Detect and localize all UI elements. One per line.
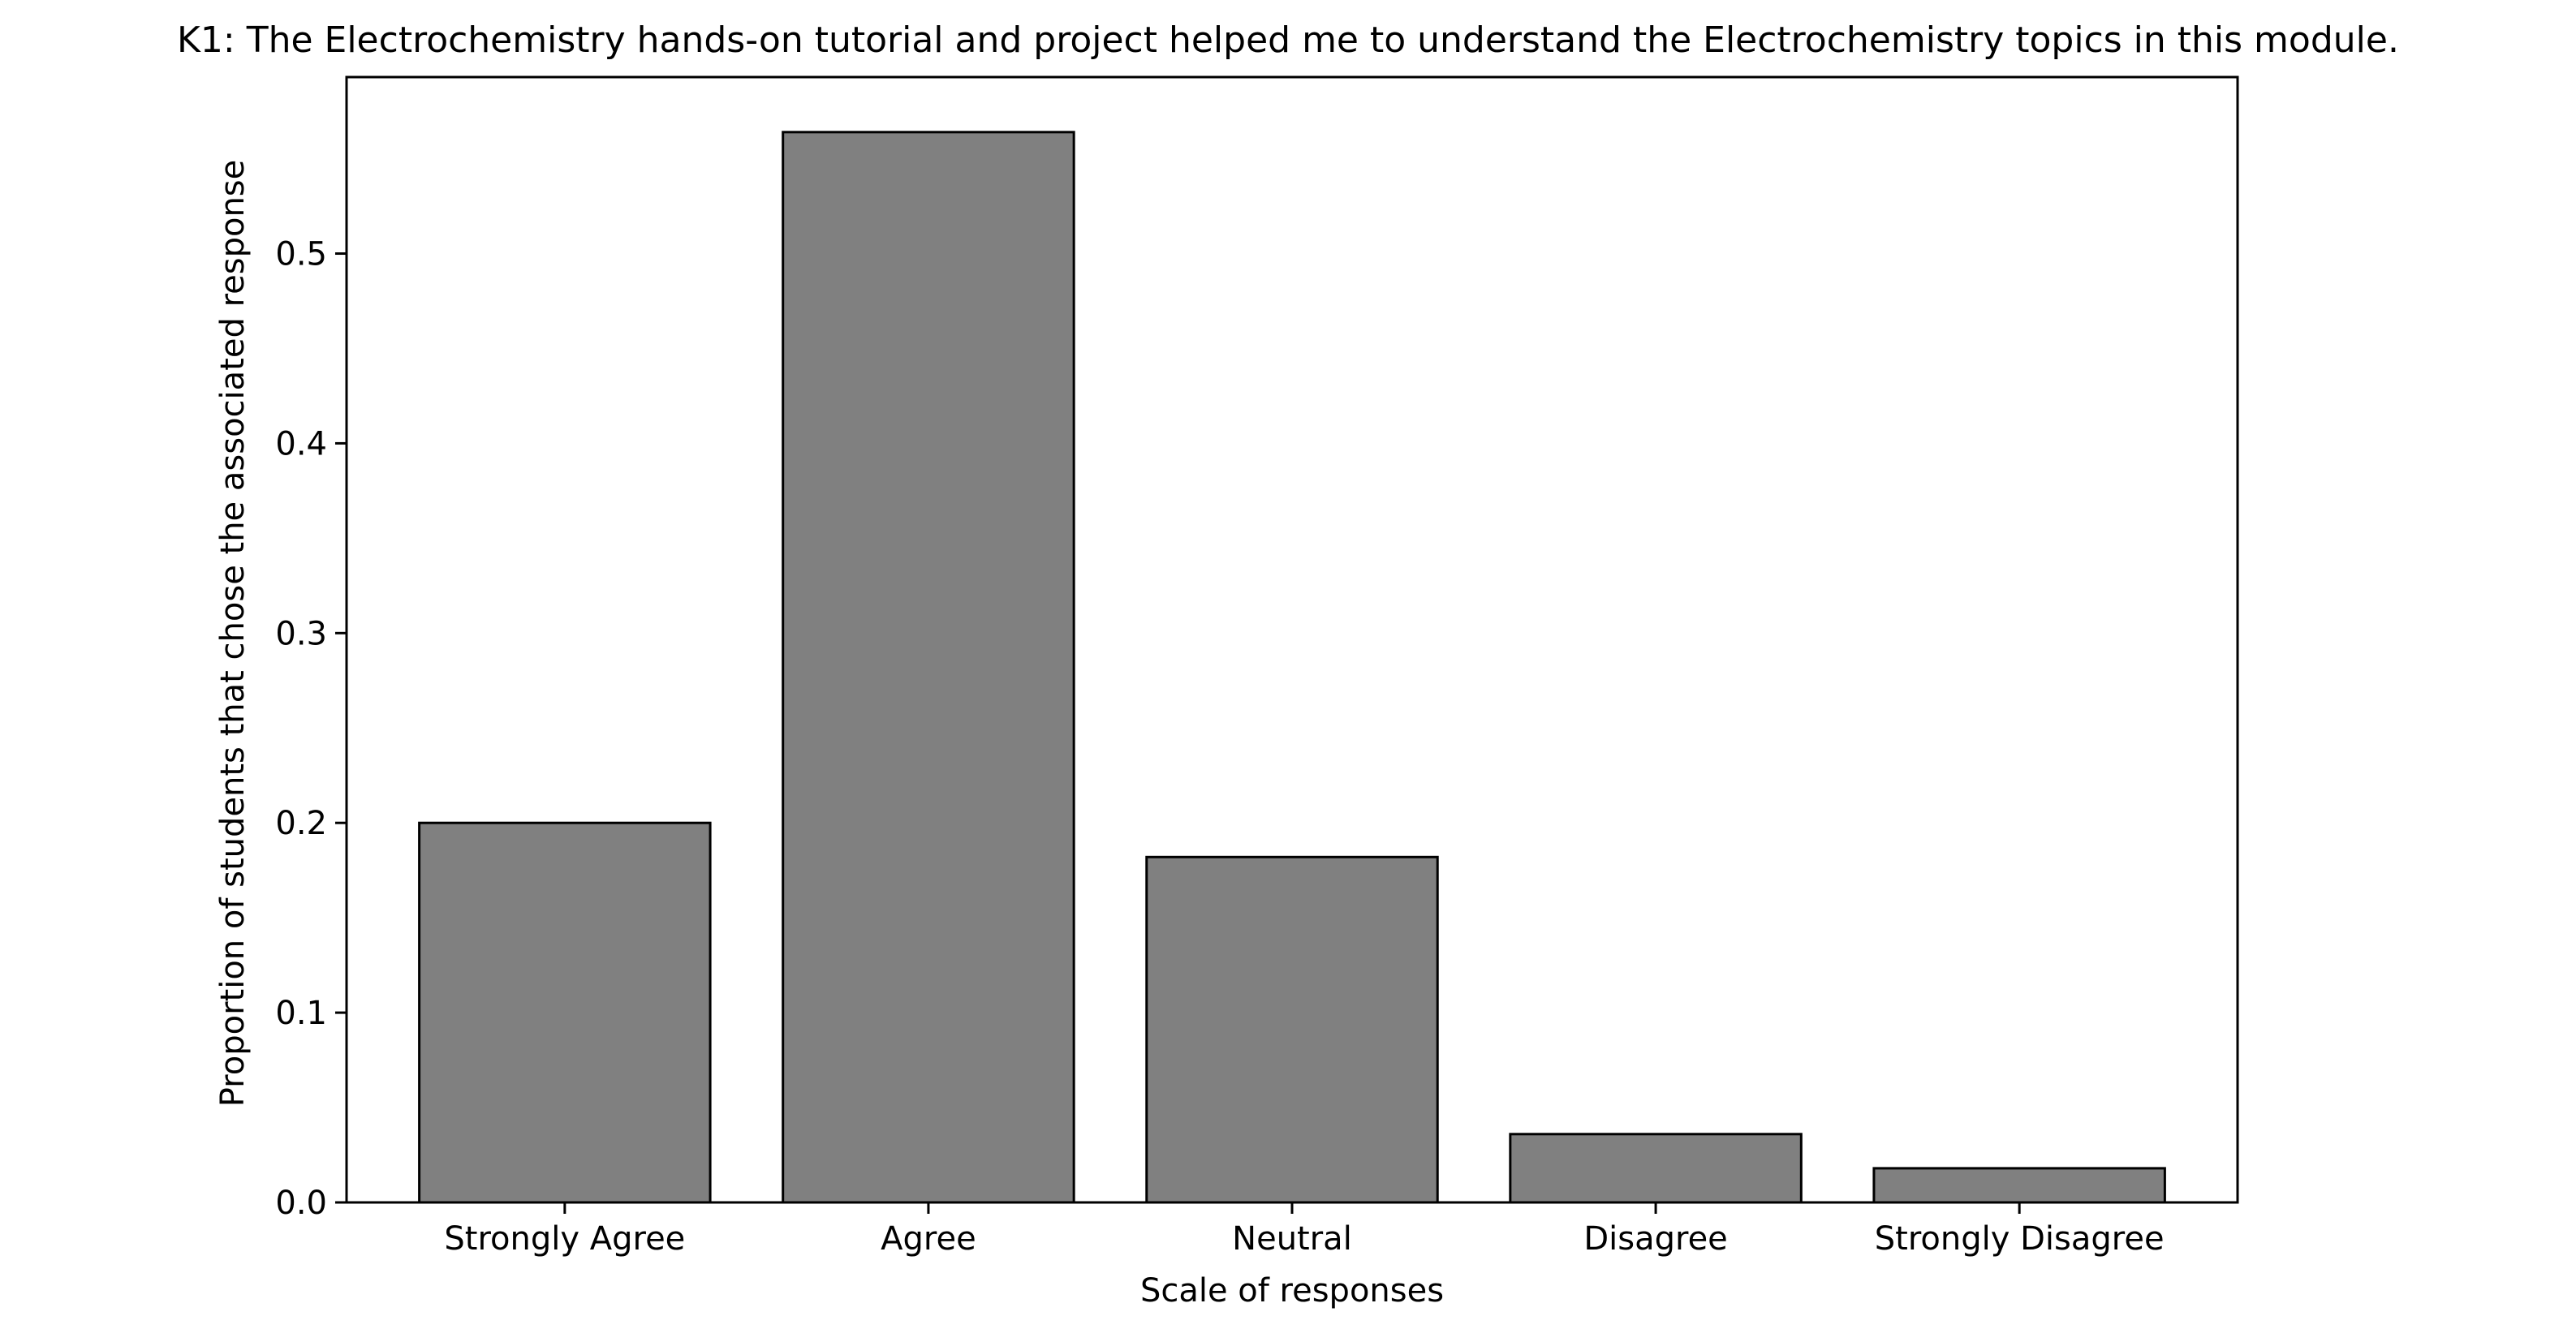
y-tick-label: 0.0 bbox=[275, 1185, 327, 1222]
bar-agree bbox=[782, 131, 1075, 1204]
x-tick-label: Agree bbox=[881, 1220, 976, 1258]
y-tick-label: 0.4 bbox=[275, 425, 327, 462]
plot-frame bbox=[345, 75, 2239, 1204]
bar-neutral bbox=[1145, 855, 1439, 1204]
bar-strongly-disagree bbox=[1872, 1167, 2166, 1204]
y-axis-label: Proportion of students that chose the as… bbox=[214, 160, 252, 1107]
x-tick-label: Neutral bbox=[1232, 1220, 1352, 1258]
bar-disagree bbox=[1509, 1133, 1803, 1204]
bar-strongly-agree bbox=[418, 821, 712, 1204]
x-tick-label: Strongly Agree bbox=[444, 1220, 685, 1258]
x-tick-label: Strongly Disagree bbox=[1875, 1220, 2165, 1258]
y-tick-label: 0.2 bbox=[275, 805, 327, 842]
bars-layer bbox=[418, 131, 2166, 1204]
x-tick-label: Disagree bbox=[1583, 1220, 1727, 1258]
y-tick-label: 0.1 bbox=[275, 995, 327, 1032]
x-axis-label: Scale of responses bbox=[1140, 1272, 1444, 1310]
y-tick-label: 0.3 bbox=[275, 615, 327, 652]
chart-title: K1: The Electrochemistry hands-on tutori… bbox=[177, 19, 2399, 61]
ticks-layer: Strongly Agree Agree Neutral Disagree Strong… bbox=[275, 236, 2164, 1258]
y-tick-label: 0.5 bbox=[275, 236, 327, 273]
